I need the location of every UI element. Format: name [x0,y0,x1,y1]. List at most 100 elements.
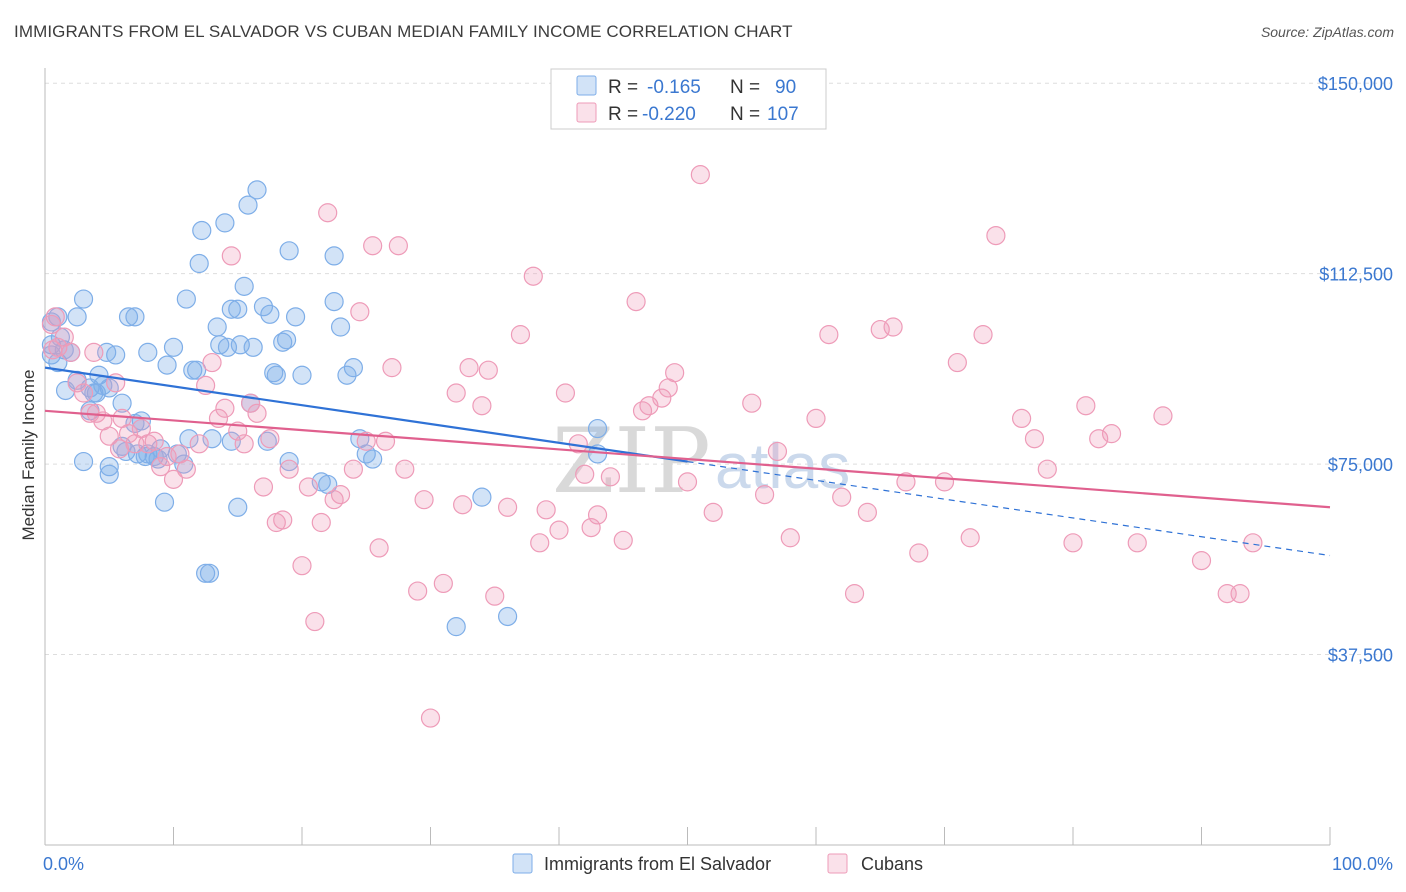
data-point-cubans [896,472,916,492]
data-point-cubans [819,325,839,345]
data-point-cubans [73,383,94,403]
data-point-cubans [163,469,184,489]
data-point-cubans [536,500,556,520]
data-point-el-salvador [163,337,184,357]
data-point-cubans [369,538,389,558]
data-point-cubans [61,342,81,362]
data-point-el-salvador [247,180,267,200]
data-point-cubans [292,556,312,576]
data-point-el-salvador [330,317,351,337]
data-point-el-salvador [337,365,357,385]
data-point-cubans [1011,408,1032,429]
trend-lines [44,366,1331,557]
data-point-cubans [690,165,710,185]
y-tick-label: $75,000 [1328,455,1393,475]
data-point-cubans [909,543,929,563]
data-point-el-salvador [207,317,227,337]
data-point-el-salvador [472,487,492,507]
data-point-el-salvador [228,497,248,517]
data-point-el-salvador [587,418,608,439]
data-point-cubans [472,396,492,416]
data-point-el-salvador [221,299,241,319]
legend-swatch-pink [576,102,597,123]
data-point-cubans [408,581,428,601]
data-point-el-salvador [99,464,119,484]
data-point-cubans [388,236,408,256]
data-point-cubans [934,472,955,492]
data-point-el-salvador [253,297,274,317]
series-cubans [41,165,1263,728]
data-point-el-salvador [99,378,119,398]
data-point-cubans [151,457,171,477]
data-point-cubans [600,467,621,487]
data-point-cubans [883,317,903,337]
legend-n-label-2: N = [730,104,760,125]
legend-swatch-blue [576,75,597,96]
data-point-cubans [343,459,363,479]
data-point-cubans [575,464,595,484]
data-point-cubans [549,520,569,540]
bottom-legend-label-2: Cubans [861,854,923,874]
data-point-el-salvador [228,299,248,319]
data-point-el-salvador [174,454,194,474]
data-point-cubans [960,528,980,548]
data-point-cubans [382,358,402,378]
data-point-cubans [305,611,325,632]
data-point-cubans [253,477,274,497]
data-point-el-salvador [189,253,209,274]
data-point-cubans [189,434,209,454]
data-point-el-salvador [285,307,306,327]
data-point-cubans [459,358,479,378]
data-point-el-salvador [279,451,299,472]
data-point-cubans [1076,396,1096,416]
data-point-el-salvador [179,429,199,449]
data-point-cubans [478,360,498,380]
data-point-cubans [703,502,723,522]
data-point-cubans [1024,429,1045,449]
data-point-el-salvador [324,292,344,312]
data-point-cubans [510,325,531,345]
chart-source: Source: ZipAtlas.com [1260,24,1394,40]
data-point-cubans [215,398,235,418]
data-point-cubans [832,487,852,507]
data-point-cubans [1127,533,1147,553]
legend-n-value-2: 107 [767,104,799,125]
data-point-cubans [613,530,633,550]
data-point-el-salvador [73,451,94,472]
data-point-el-salvador [324,246,344,266]
data-point-el-salvador [343,358,363,378]
data-point-cubans [986,225,1006,246]
data-point-cubans [109,439,130,459]
data-point-cubans [260,429,280,449]
data-point-cubans [234,434,254,454]
correlation-legend: R = -0.165 N = 90 R = -0.220 N = 107 [550,68,827,130]
bottom-legend-label-1: Immigrants from El Salvador [544,854,771,874]
data-point-el-salvador [131,411,151,431]
y-tick-label: $112,500 [1319,265,1393,285]
data-point-el-salvador [138,342,158,362]
data-point-el-salvador [215,213,235,233]
data-point-el-salvador [176,289,196,309]
data-point-cubans [395,459,415,479]
data-point-cubans [1101,424,1122,444]
data-point-cubans [118,424,139,444]
data-point-el-salvador [125,307,145,327]
data-point-cubans [318,203,338,223]
data-point-el-salvador [260,304,280,324]
x-tick-label-max: 100.0% [1332,854,1393,874]
data-point-el-salvador [446,617,466,637]
data-point-el-salvador [73,289,94,309]
data-point-cubans [857,502,878,522]
legend-r-value-2: -0.220 [642,104,696,125]
data-point-cubans [273,510,293,530]
bottom-legend-swatch-blue [512,853,533,874]
data-point-el-salvador [199,563,220,583]
data-point-cubans [414,490,434,510]
data-point-cubans [485,586,505,606]
data-point-cubans [446,383,466,403]
data-point-el-salvador [234,276,254,296]
series-legend: Immigrants from El Salvador Cubans [512,853,923,874]
data-point-el-salvador [106,345,126,365]
data-point-cubans [844,584,865,604]
data-point-el-salvador [264,363,284,383]
